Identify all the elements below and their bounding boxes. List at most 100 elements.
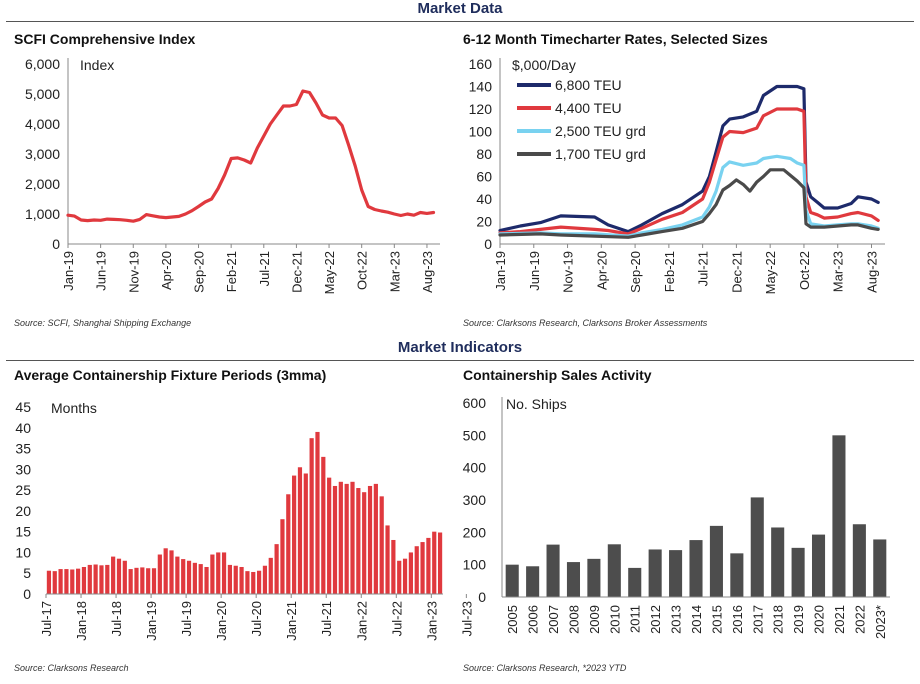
sales-x-tick-label: 2020 (812, 605, 827, 634)
sales-y-tick-label: 100 (463, 557, 487, 573)
scfi-series-line-0 (66, 89, 436, 223)
sales-x-tick-label: 2007 (546, 605, 561, 634)
fixture-bar (268, 557, 273, 594)
tc-y-tick-label: 80 (476, 146, 492, 162)
scfi-x-tick-label: Jul-21 (257, 251, 272, 286)
fixture-bar (146, 568, 151, 594)
sales-x-tick-label: 2019 (791, 605, 806, 634)
scfi-y-tick-label: 1,000 (25, 206, 60, 222)
sales-x-tick-label: 2018 (771, 605, 786, 634)
tc-y-tick-label: 160 (469, 56, 493, 72)
fixture-bar (204, 566, 209, 594)
fixture-bar (245, 571, 250, 594)
sales-x-tick-label: 2021 (832, 605, 847, 634)
sales-y-tick-label: 600 (463, 395, 487, 411)
fixture-bar (233, 565, 238, 594)
fixture-bar (210, 554, 215, 594)
scfi-x-tick-label: Jan-19 (61, 251, 76, 291)
scfi-x-tick-label: Jun-19 (94, 251, 109, 291)
scfi-x-tick-label: Mar-23 (387, 251, 402, 292)
fixture-bar (327, 477, 332, 594)
tc-x-tick-label: Aug-23 (864, 251, 879, 293)
fixture-bar (385, 525, 390, 594)
sales-bar (771, 527, 785, 597)
fixture-bar (391, 539, 396, 594)
fixture-y-tick-label: 25 (15, 482, 31, 498)
fixture-bar (303, 473, 308, 594)
tc-x-tick-label: Apr-20 (594, 251, 609, 290)
fixture-x-tick-label: Jul-20 (249, 601, 264, 636)
tc-series-line-3 (498, 168, 880, 239)
fixture-bar (52, 571, 57, 594)
sales-x-tick-label: 2015 (709, 605, 724, 634)
tc-x-tick-label: Jul-21 (696, 251, 711, 286)
sales-x-tick-label: 2010 (607, 605, 622, 634)
fixture-bar (408, 552, 413, 594)
fixture-bar (105, 564, 110, 594)
scfi-x-tick-label: Apr-20 (159, 251, 174, 290)
fixture-bar (192, 562, 197, 594)
fixture-bar (81, 566, 87, 594)
fixture-bar (134, 567, 139, 594)
fixture-bar (362, 492, 367, 594)
sales-bar (811, 534, 826, 597)
fixture-y-tick-label: 0 (23, 586, 31, 602)
fixture-bar (274, 544, 279, 594)
fixture-bar (397, 560, 402, 594)
fixture-bar (402, 558, 408, 594)
tc-y-tick-label: 120 (469, 101, 493, 117)
section-title-market-data: Market Data (417, 0, 503, 17)
fixture-x-tick-label: Jul-23 (459, 601, 474, 636)
fixture-x-tick-label: Jul-17 (39, 601, 54, 636)
fixture-bar (186, 560, 192, 594)
scfi-y-tick-label: 2,000 (25, 176, 60, 192)
fixture-bar (169, 550, 174, 594)
fixture-bar (356, 488, 361, 594)
sales-bar (689, 540, 703, 597)
sales-bar (546, 544, 560, 597)
sales-x-tick-label: 2022 (852, 605, 867, 634)
fixture-bar (350, 481, 355, 594)
fixture-x-tick-label: Jul-21 (319, 601, 334, 636)
fixture-bar (116, 558, 122, 594)
tc-legend-label: 6,800 TEU (555, 77, 622, 93)
scfi-y-tick-label: 6,000 (25, 56, 60, 72)
fixture-x-tick-label: Jan-20 (214, 601, 229, 641)
sales-x-tick-label: 2017 (750, 605, 765, 634)
fixture-bar (321, 456, 326, 594)
fixture-bar (292, 475, 297, 594)
fixture-bar (432, 531, 437, 594)
tc-x-tick-label: Dec-21 (729, 251, 744, 293)
fixture-x-tick-label: Jan-22 (354, 601, 369, 641)
sales-x-tick-label: 2023* (873, 605, 888, 639)
fixture-bar (315, 431, 320, 594)
sales-y-axis-label: No. Ships (506, 396, 567, 412)
sales-y-tick-label: 400 (463, 460, 487, 476)
fixture-bar (286, 494, 291, 594)
fixture-bar (309, 438, 314, 594)
section-divider (6, 360, 914, 361)
sales-y-tick-label: 0 (478, 589, 486, 605)
fixture-bar (338, 481, 343, 594)
fixture-y-tick-label: 5 (23, 565, 31, 581)
source-note-timecharter: Source: Clarksons Research, Clarksons Br… (463, 318, 708, 328)
fixture-y-tick-label: 15 (15, 524, 31, 540)
fixture-bar (216, 552, 221, 594)
fixture-x-tick-label: Jan-18 (74, 601, 89, 641)
fixture-y-tick-label: 35 (15, 441, 31, 457)
tc-x-tick-label: May-22 (763, 251, 778, 294)
fixture-x-tick-label: Jan-21 (284, 601, 299, 641)
chart-title-fixture-periods: Average Containership Fixture Periods (3… (14, 367, 327, 383)
fixture-bar (280, 519, 285, 594)
fixture-bar (262, 565, 268, 594)
scfi-x-tick-label: Oct-22 (355, 251, 370, 290)
fixture-bar (239, 566, 244, 594)
sales-x-tick-label: 2005 (505, 605, 520, 634)
fixture-x-tick-label: Jan-23 (424, 601, 439, 641)
fixture-bar (76, 568, 81, 594)
fixture-bar (426, 537, 431, 594)
section-divider (6, 21, 914, 22)
chart-title-sales-activity: Containership Sales Activity (463, 367, 652, 383)
tc-y-axis-label: $,000/Day (512, 57, 576, 73)
fixture-bar (140, 567, 145, 594)
